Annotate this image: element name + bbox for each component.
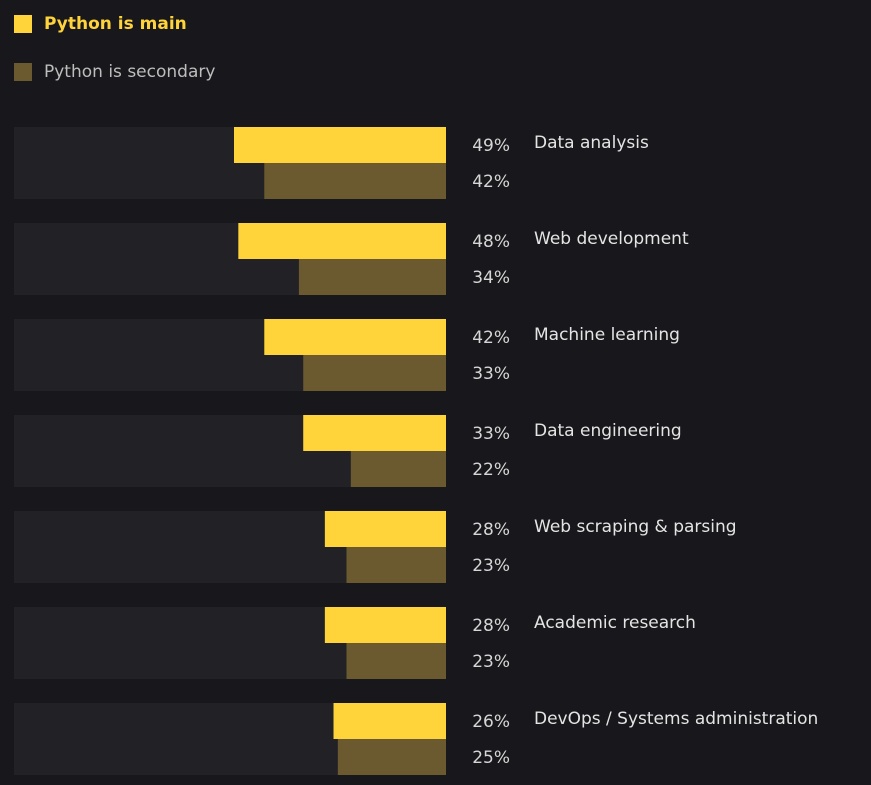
bar-main[interactable] xyxy=(324,607,446,643)
bar-group: 28% 23% Academic research xyxy=(14,607,696,679)
value-label-secondary: 25% xyxy=(472,748,510,768)
bar-main[interactable] xyxy=(333,703,446,739)
bar-group: 49% 42% Data analysis xyxy=(14,127,649,199)
value-label-main: 26% xyxy=(472,712,510,732)
bar-group: 42% 33% Machine learning xyxy=(14,319,680,391)
bar-group: 26% 25% DevOps / Systems administration xyxy=(14,703,818,775)
bar-group: 28% 23% Web scraping & parsing xyxy=(14,511,737,583)
legend-swatch-main xyxy=(14,15,32,33)
category-label: Data analysis xyxy=(534,133,649,153)
bar-main[interactable] xyxy=(238,223,446,259)
value-label-main: 48% xyxy=(472,232,510,252)
bar-secondary[interactable] xyxy=(346,643,446,679)
value-label-main: 49% xyxy=(472,136,510,156)
bar-group: 48% 34% Web development xyxy=(14,223,689,295)
legend-swatch-secondary xyxy=(14,63,32,81)
bar-group: 33% 22% Data engineering xyxy=(14,415,682,487)
value-label-secondary: 22% xyxy=(472,460,510,480)
bar-secondary[interactable] xyxy=(337,739,446,775)
bar-main[interactable] xyxy=(303,415,446,451)
legend-item-secondary[interactable]: Python is secondary xyxy=(14,62,215,82)
category-label: Data engineering xyxy=(534,421,682,441)
bar-main[interactable] xyxy=(264,319,446,355)
legend-label-secondary: Python is secondary xyxy=(44,62,216,82)
bar-secondary[interactable] xyxy=(303,355,446,391)
value-label-main: 28% xyxy=(472,520,510,540)
category-label: Web development xyxy=(534,229,689,249)
bar-secondary[interactable] xyxy=(346,547,446,583)
value-label-main: 33% xyxy=(472,424,510,444)
category-label: DevOps / Systems administration xyxy=(534,709,818,729)
value-label-secondary: 34% xyxy=(472,268,510,288)
category-label: Academic research xyxy=(534,613,696,633)
bar-secondary[interactable] xyxy=(350,451,446,487)
legend-item-main[interactable]: Python is main xyxy=(14,14,187,34)
value-label-secondary: 33% xyxy=(472,364,510,384)
value-label-secondary: 42% xyxy=(472,172,510,192)
legend-label-main: Python is main xyxy=(44,14,187,34)
category-label: Web scraping & parsing xyxy=(534,517,737,537)
value-label-main: 42% xyxy=(472,328,510,348)
bar-secondary[interactable] xyxy=(298,259,446,295)
value-label-secondary: 23% xyxy=(472,652,510,672)
value-label-secondary: 23% xyxy=(472,556,510,576)
bar-secondary[interactable] xyxy=(264,163,446,199)
category-label: Machine learning xyxy=(534,325,680,345)
bar-main[interactable] xyxy=(234,127,446,163)
bar-main[interactable] xyxy=(324,511,446,547)
value-label-main: 28% xyxy=(472,616,510,636)
